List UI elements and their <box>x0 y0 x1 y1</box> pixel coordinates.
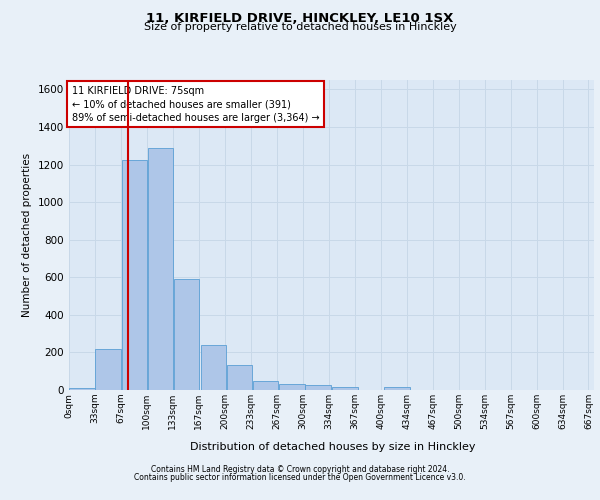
Text: Contains HM Land Registry data © Crown copyright and database right 2024.: Contains HM Land Registry data © Crown c… <box>151 465 449 474</box>
Bar <box>70 388 95 390</box>
Bar <box>122 160 148 390</box>
Bar <box>174 279 199 390</box>
Bar <box>253 380 278 390</box>
Bar <box>227 364 252 390</box>
Text: 11, KIRFIELD DRIVE, HINCKLEY, LE10 1SX: 11, KIRFIELD DRIVE, HINCKLEY, LE10 1SX <box>146 12 454 26</box>
Bar <box>305 386 331 390</box>
Text: Distribution of detached houses by size in Hinckley: Distribution of detached houses by size … <box>190 442 476 452</box>
Bar <box>384 387 410 390</box>
Text: Size of property relative to detached houses in Hinckley: Size of property relative to detached ho… <box>143 22 457 32</box>
Bar <box>148 148 173 390</box>
Y-axis label: Number of detached properties: Number of detached properties <box>22 153 32 317</box>
Text: Contains public sector information licensed under the Open Government Licence v3: Contains public sector information licen… <box>134 474 466 482</box>
Bar <box>280 384 305 390</box>
Bar <box>201 345 226 390</box>
Text: 11 KIRFIELD DRIVE: 75sqm
← 10% of detached houses are smaller (391)
89% of semi-: 11 KIRFIELD DRIVE: 75sqm ← 10% of detach… <box>71 86 319 122</box>
Bar <box>332 387 358 390</box>
Bar <box>95 348 121 390</box>
